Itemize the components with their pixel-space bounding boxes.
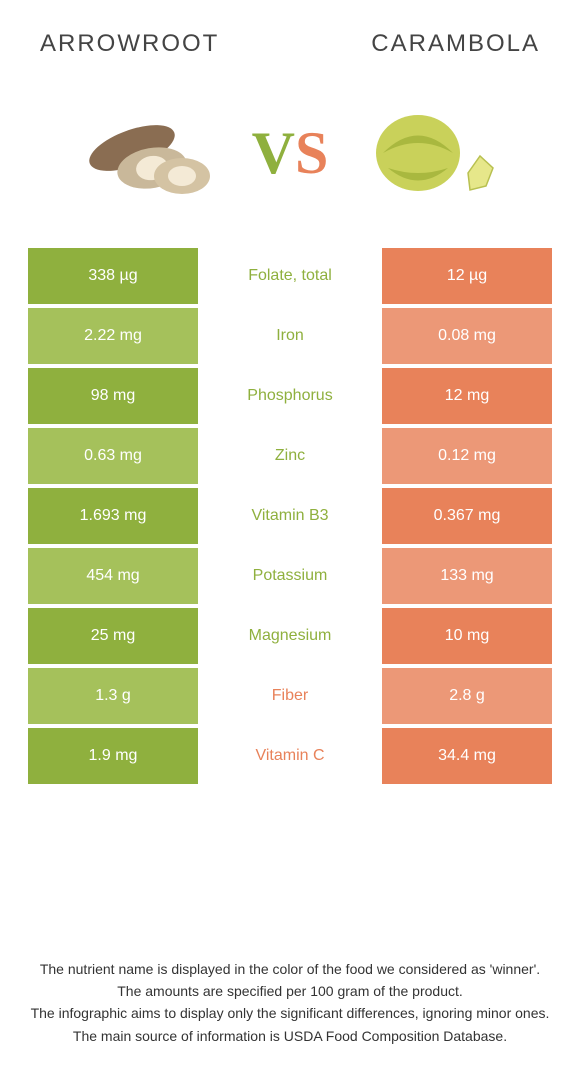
right-value: 2.8 g [382, 668, 552, 728]
footer-notes: The nutrient name is displayed in the co… [0, 959, 580, 1048]
right-value: 0.08 mg [382, 308, 552, 368]
title-right: CARAMBOLA [371, 30, 540, 58]
left-value: 0.63 mg [28, 428, 198, 488]
table-row: 1.3 gFiber2.8 g [28, 668, 552, 728]
table-row: 25 mgMagnesium10 mg [28, 608, 552, 668]
nutrient-label: Vitamin C [198, 728, 382, 788]
carambola-image [358, 98, 498, 208]
footer-line-3: The infographic aims to display only the… [20, 1003, 560, 1023]
nutrient-label: Vitamin B3 [198, 488, 382, 548]
left-value: 454 mg [28, 548, 198, 608]
vs-label: VS [252, 119, 329, 188]
nutrient-label: Potassium [198, 548, 382, 608]
table-row: 98 mgPhosphorus12 mg [28, 368, 552, 428]
nutrient-label: Folate, total [198, 248, 382, 308]
comparison-table: 338 µgFolate, total12 µg2.22 mgIron0.08 … [28, 248, 552, 788]
nutrient-label: Zinc [198, 428, 382, 488]
nutrient-label: Phosphorus [198, 368, 382, 428]
footer-line-1: The nutrient name is displayed in the co… [20, 959, 560, 979]
right-value: 34.4 mg [382, 728, 552, 788]
title-left: ARROWROOT [40, 30, 219, 58]
table-row: 2.22 mgIron0.08 mg [28, 308, 552, 368]
footer-line-4: The main source of information is USDA F… [20, 1026, 560, 1046]
vs-row: VS [0, 68, 580, 248]
right-value: 0.12 mg [382, 428, 552, 488]
right-value: 133 mg [382, 548, 552, 608]
vs-v: V [252, 120, 295, 186]
arrowroot-image [82, 98, 222, 208]
table-row: 454 mgPotassium133 mg [28, 548, 552, 608]
table-row: 0.63 mgZinc0.12 mg [28, 428, 552, 488]
nutrient-label: Magnesium [198, 608, 382, 668]
right-value: 10 mg [382, 608, 552, 668]
footer-line-2: The amounts are specified per 100 gram o… [20, 981, 560, 1001]
nutrient-label: Iron [198, 308, 382, 368]
table-row: 338 µgFolate, total12 µg [28, 248, 552, 308]
vs-s: S [295, 120, 328, 186]
nutrient-label: Fiber [198, 668, 382, 728]
right-value: 12 µg [382, 248, 552, 308]
left-value: 2.22 mg [28, 308, 198, 368]
header: ARROWROOT CARAMBOLA [0, 0, 580, 68]
left-value: 1.693 mg [28, 488, 198, 548]
right-value: 12 mg [382, 368, 552, 428]
left-value: 98 mg [28, 368, 198, 428]
left-value: 1.3 g [28, 668, 198, 728]
table-row: 1.9 mgVitamin C34.4 mg [28, 728, 552, 788]
left-value: 25 mg [28, 608, 198, 668]
left-value: 1.9 mg [28, 728, 198, 788]
table-row: 1.693 mgVitamin B30.367 mg [28, 488, 552, 548]
left-value: 338 µg [28, 248, 198, 308]
right-value: 0.367 mg [382, 488, 552, 548]
